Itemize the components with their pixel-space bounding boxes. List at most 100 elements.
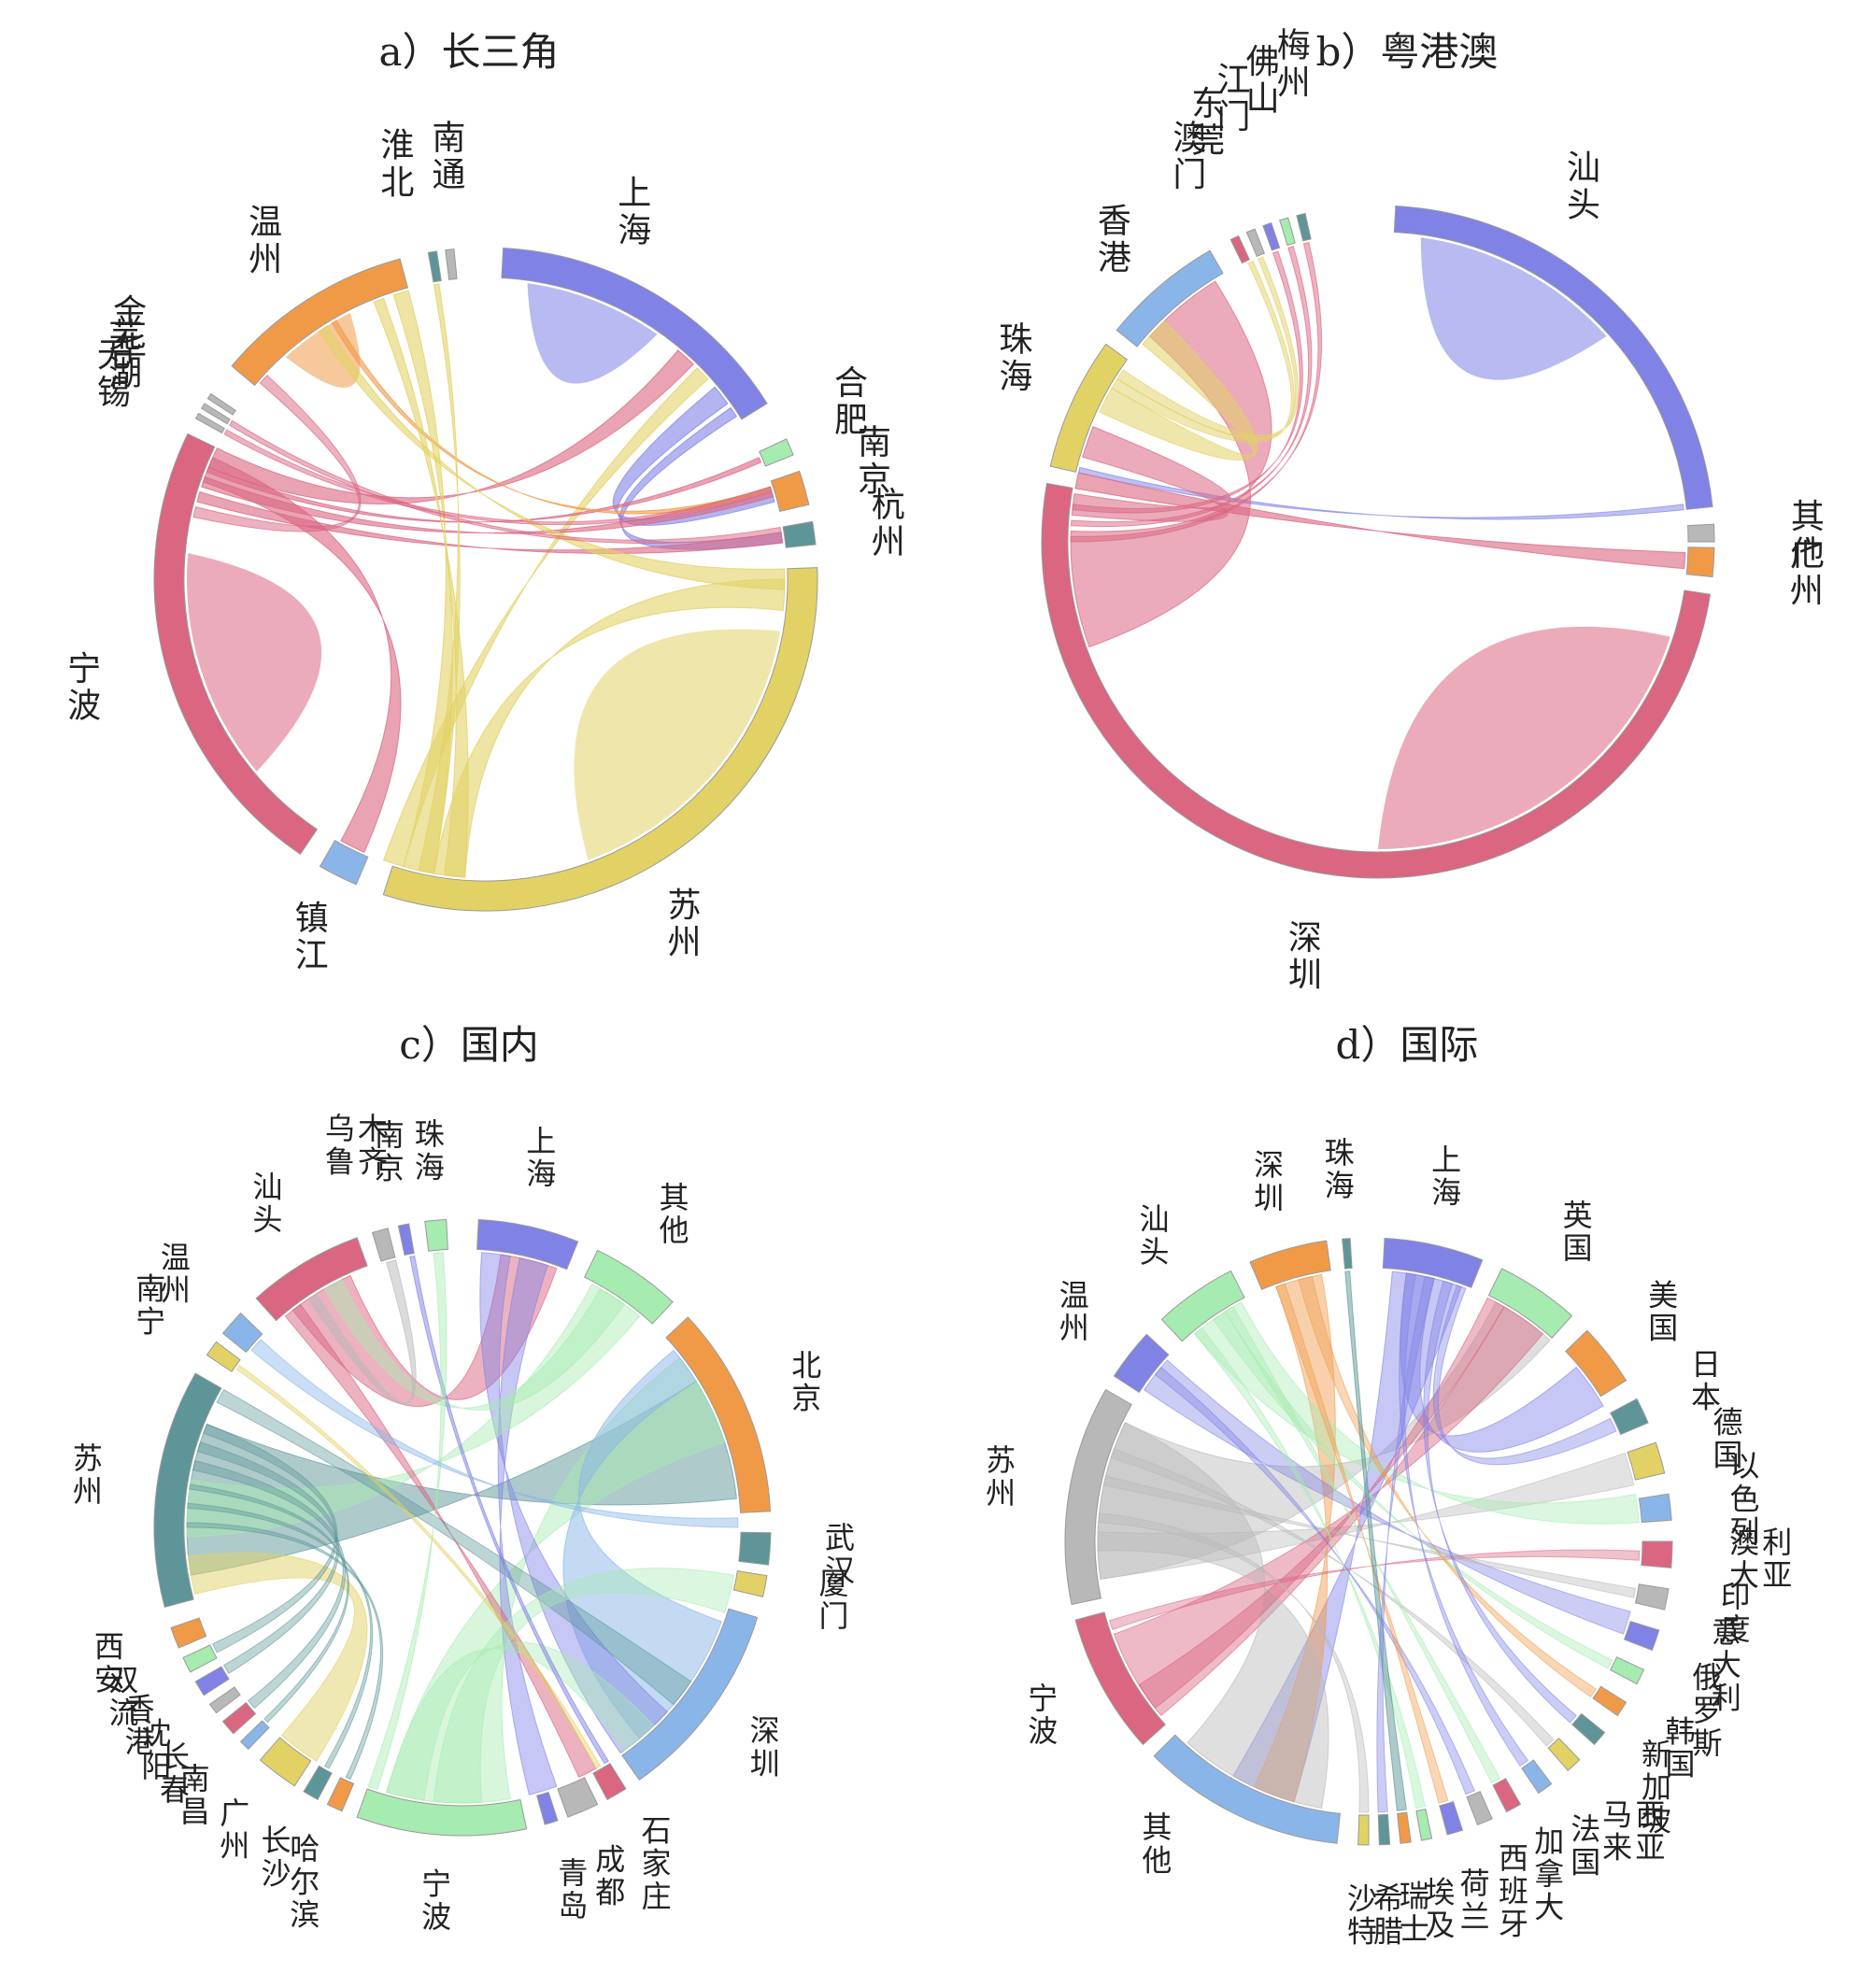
group-arc [1565, 1329, 1627, 1398]
ribbon [1070, 280, 1272, 648]
group-arc [170, 1617, 207, 1649]
ribbon [187, 1502, 374, 1769]
group-arc [1249, 1240, 1331, 1290]
node-label: 以色列 [1729, 1448, 1759, 1549]
ribbon [1399, 1272, 1529, 1767]
node-label: 加拿大 [1534, 1824, 1564, 1924]
ribbon [1400, 1272, 1604, 1453]
node-label: 英国 [1563, 1198, 1593, 1266]
group-arc [1064, 1388, 1132, 1606]
node-label: 江门 [1216, 61, 1250, 136]
self-ribbon [574, 629, 781, 860]
ribbon [1070, 246, 1313, 528]
ribbon [291, 1254, 558, 1407]
node-label: 韩国 [1666, 1713, 1696, 1781]
ribbon [186, 1522, 384, 1781]
ribbon [1111, 256, 1300, 443]
node-label: 其他 [1791, 498, 1825, 574]
ribbon [1193, 1301, 1640, 1525]
panel-c-title: c）国内 [399, 1022, 539, 1068]
group-arc [759, 438, 794, 467]
node-label: 珠海 [415, 1116, 445, 1185]
group-arc [501, 247, 768, 420]
node-label: 澳大利亚 [1729, 1525, 1792, 1593]
node-label: 其他 [659, 1180, 689, 1248]
node-label: 意大利 [1712, 1614, 1741, 1715]
node-label: 上海 [526, 1123, 556, 1191]
ribbon [612, 386, 775, 526]
panel-b-title: b）粤港澳 [1315, 29, 1499, 75]
node-label: 武汉 [825, 1520, 855, 1588]
group-arc [621, 1608, 759, 1781]
ribbon [192, 375, 362, 532]
node-label: 杭州 [872, 486, 905, 561]
node-label: 其他 [1142, 1810, 1172, 1878]
ribbon [202, 457, 402, 853]
node-label: 芜湖 [108, 318, 142, 393]
node-label: 广州 [220, 1795, 249, 1864]
ribbon [307, 1259, 417, 1405]
node-label: 梅州 [1277, 27, 1311, 103]
ribbon [216, 1388, 692, 1706]
ribbon [1110, 1448, 1555, 1747]
group-arc [231, 258, 409, 387]
ribbon [479, 1252, 668, 1754]
group-arc [194, 412, 225, 434]
chord-d: 上海英国美国日本德国以色列澳大利亚印度意大利俄罗斯韩国新加坡马来西亚法国加拿大西… [986, 1135, 1792, 1950]
ribbon [284, 1303, 597, 1779]
group-arc [153, 433, 319, 856]
ribbons-d [1097, 1270, 1641, 1813]
ribbon [1099, 319, 1258, 461]
ribbon [1097, 1422, 1329, 1810]
group-arc [326, 1777, 355, 1812]
self-ribbon [1420, 237, 1607, 380]
group-arc [1571, 1712, 1606, 1746]
group-arc [1466, 1791, 1493, 1826]
node-label: 广州 [1790, 535, 1824, 611]
node-label: 希腊 [1373, 1881, 1403, 1949]
ribbon [1097, 1452, 1635, 1580]
node-label: 瑞士 [1400, 1879, 1429, 1947]
node-label: 南昌 [180, 1761, 210, 1829]
group-arc [1160, 1270, 1245, 1342]
group-arc [782, 520, 817, 548]
node-label: 珠海 [1325, 1135, 1355, 1203]
group-arc [1687, 523, 1715, 543]
node-label: 法国 [1570, 1811, 1600, 1880]
self-ribbon [527, 283, 658, 384]
group-arc [476, 1218, 579, 1270]
node-label: 澳门 [1172, 119, 1206, 194]
node-label: 合肥 [834, 364, 868, 440]
node-label: 德国 [1713, 1404, 1742, 1472]
group-arc [1610, 1656, 1645, 1685]
ribbon [203, 1423, 338, 1653]
group-arc [1439, 1801, 1464, 1836]
node-label: 苏州 [73, 1441, 103, 1509]
panel-d: d）国际 [938, 993, 1876, 1986]
ribbon [318, 324, 786, 590]
ribbon [392, 290, 453, 874]
group-arc [1641, 1540, 1673, 1568]
panel-b: b）粤港澳 [938, 0, 1876, 993]
ribbon [1376, 1275, 1435, 1813]
group-arc [1492, 1778, 1522, 1813]
ribbon [409, 1255, 610, 1765]
ribbon [1138, 1297, 1505, 1710]
panel-a: a）长三角 [0, 0, 938, 993]
node-label: 哈尔滨 [290, 1831, 320, 1932]
ribbon [189, 1483, 349, 1724]
ribbon [1070, 241, 1322, 543]
group-arc [1685, 546, 1715, 578]
ribbons-b [1070, 237, 1686, 849]
node-label: 上海 [618, 175, 651, 250]
node-label: 马来西亚 [1602, 1796, 1665, 1865]
ribbon [196, 1441, 340, 1675]
ribbon [235, 1364, 602, 1769]
node-label: 荷兰 [1460, 1866, 1490, 1934]
node-label: 新加坡 [1642, 1737, 1671, 1838]
node-label: 北京 [791, 1347, 821, 1415]
group-arc [1049, 343, 1129, 473]
group-arc [206, 1341, 241, 1373]
